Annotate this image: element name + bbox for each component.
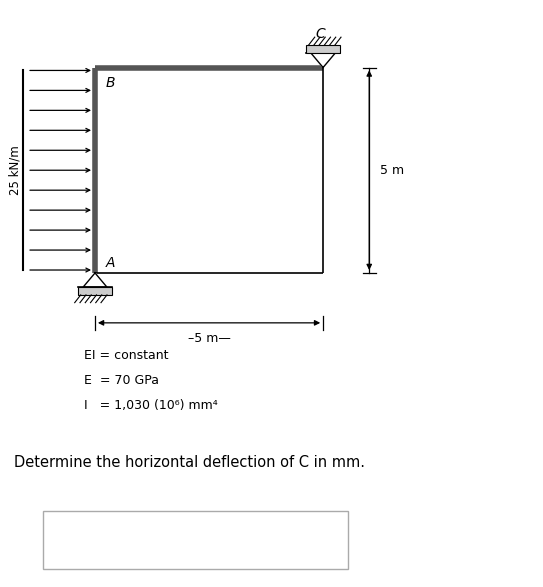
Polygon shape	[83, 273, 107, 287]
Text: –5 m—: –5 m—	[188, 332, 230, 345]
Text: B: B	[106, 76, 115, 90]
Text: A: A	[106, 256, 115, 270]
Text: I   = 1,030 (10⁶) mm⁴: I = 1,030 (10⁶) mm⁴	[84, 399, 218, 411]
Text: E  = 70 GPa: E = 70 GPa	[84, 374, 159, 387]
Text: Determine the horizontal deflection of C in mm.: Determine the horizontal deflection of C…	[14, 455, 364, 470]
Polygon shape	[311, 53, 335, 68]
Text: 5 m: 5 m	[380, 164, 404, 177]
Bar	[78, 287, 112, 295]
Text: 25 kN/m: 25 kN/m	[9, 146, 22, 195]
Text: C: C	[315, 27, 325, 41]
Text: EI = constant: EI = constant	[84, 349, 169, 362]
Bar	[306, 45, 340, 53]
Bar	[43, 511, 348, 569]
